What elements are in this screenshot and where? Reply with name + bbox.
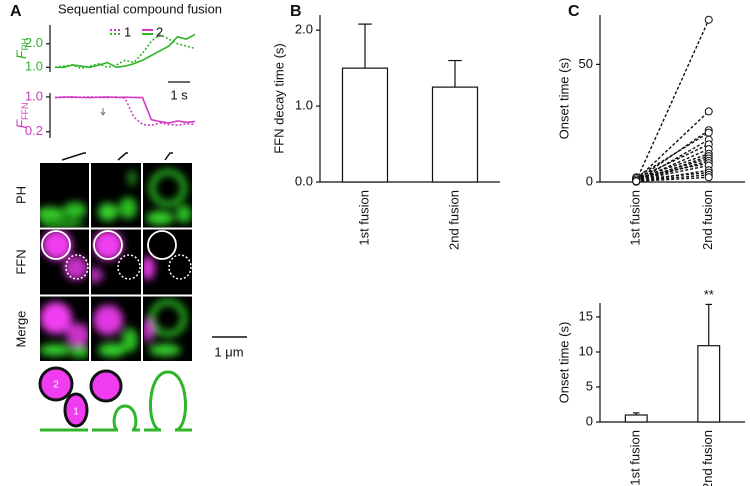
pair-line [635, 143, 710, 180]
micrographs [40, 163, 192, 361]
y-tick-label: 0.2 [25, 123, 43, 138]
y-tick-label: 5 [586, 378, 593, 393]
point [704, 173, 713, 182]
row-label: Merge [13, 311, 28, 348]
pair-line [635, 110, 710, 181]
point [704, 15, 713, 24]
vesicle-label: 1 [73, 407, 79, 418]
pair-line [636, 174, 709, 182]
y-tick-label: 1.0 [25, 59, 43, 74]
y-axis-label-main: F [13, 49, 29, 59]
panel-label: A [10, 3, 22, 20]
pair-line [635, 139, 710, 182]
point [632, 177, 641, 186]
trace [54, 33, 196, 70]
y-axis-label: Onset time (s) [556, 322, 571, 404]
y-tick-label: 10 [579, 343, 593, 358]
pair-line [635, 19, 710, 182]
y-tick-label: 2.0 [25, 35, 43, 50]
trace [54, 96, 196, 127]
y-tick-label: 1.0 [25, 88, 43, 103]
pair-line [636, 157, 709, 181]
y-tick-label: 2.0 [295, 22, 313, 37]
pair-line [636, 171, 709, 181]
y-tick-label: 15 [579, 308, 593, 323]
point [704, 128, 713, 137]
row-label: PH [13, 186, 28, 204]
trace [55, 33, 196, 69]
x-tick-label: 1st fusion [356, 190, 371, 246]
frame-markers [61, 152, 173, 161]
pair-line [635, 132, 710, 178]
point [704, 107, 713, 116]
bar [624, 414, 648, 423]
bar [697, 345, 721, 423]
x-tick-label: 1st fusion [628, 190, 643, 246]
event-arrow [100, 108, 106, 116]
x-tick-label: 1st fusion [628, 430, 643, 486]
y-axis-label-sub: PH [20, 38, 30, 51]
title: Sequential compound fusion [58, 1, 222, 16]
panel-label: B [290, 3, 302, 20]
panel-label: C [568, 3, 580, 20]
y-axis-label: FFN decay time (s) [271, 43, 286, 154]
vesicle-label: 2 [53, 380, 59, 391]
y-axis-label: Onset time (s) [556, 58, 571, 140]
y-tick-label: 0 [586, 173, 593, 188]
significance: ** [704, 287, 714, 302]
pair-line [636, 176, 709, 182]
x-tick-label: 2nd fusion [446, 190, 461, 250]
row-label: FFN [13, 249, 28, 274]
y-axis-label: FFFN [13, 102, 31, 128]
y-tick-label: 0.0 [295, 173, 313, 188]
x-tick-label: 2nd fusion [700, 190, 715, 250]
scale-bar-label: 1 μm [214, 344, 243, 359]
cartoon [38, 366, 192, 432]
y-axis-label-main: F [13, 119, 29, 129]
scale-bar-label: 1 s [170, 87, 188, 102]
y-tick-label: 0 [586, 413, 593, 428]
legend-label: 1 [124, 24, 131, 39]
pair-line [636, 162, 709, 179]
trace [54, 96, 196, 124]
bar [431, 86, 479, 183]
pair-line [635, 148, 710, 182]
y-tick-label: 1.0 [295, 98, 313, 113]
y-axis-label-sub: FFN [20, 102, 30, 120]
x-tick-label: 2nd fusion [700, 430, 715, 486]
legend-label: 2 [156, 24, 163, 39]
y-axis-label: FPH [13, 38, 31, 59]
bar [341, 67, 389, 183]
y-tick-label: 50 [579, 56, 593, 71]
